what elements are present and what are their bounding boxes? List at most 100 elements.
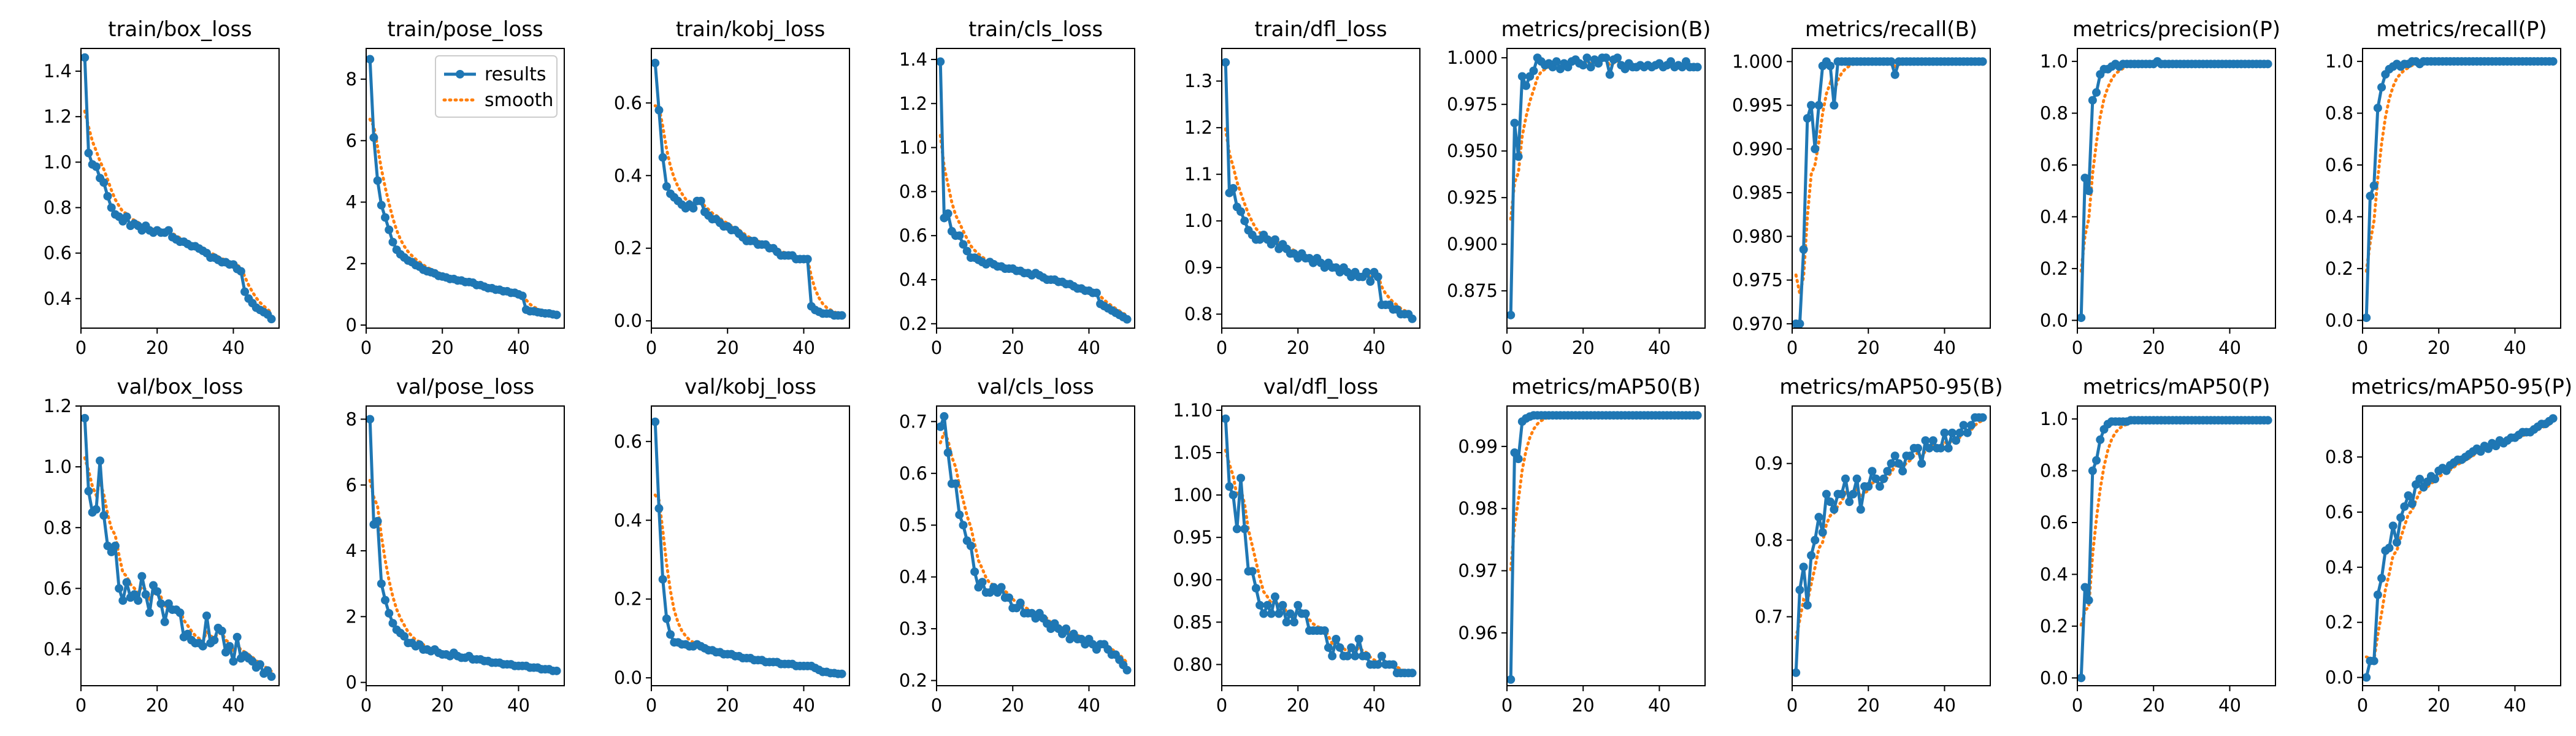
results-point <box>1320 626 1329 635</box>
y-tick-label: 0.95 <box>1173 527 1213 548</box>
results-point <box>240 287 250 296</box>
y-tick-label: 0.975 <box>1732 270 1783 291</box>
y-tick-label: 0.5 <box>899 515 927 535</box>
y-tick-label: 0.985 <box>1732 182 1783 203</box>
x-tick-label: 20 <box>146 695 169 716</box>
panel-metrics-map50-p: metrics/mAP50(P) 0 20 40 0.0 0.2 0.4 0.6 0.8 1.0 <box>2040 375 2276 716</box>
results-point <box>1248 567 1257 576</box>
results-point <box>1818 528 1827 537</box>
results-point <box>153 587 162 596</box>
results-point <box>1290 618 1299 627</box>
x-tick-label: 0 <box>1787 337 1798 358</box>
panel-title: train/cls_loss <box>968 17 1103 42</box>
smooth-line <box>938 429 1129 665</box>
axes-frame <box>651 48 850 329</box>
results-point <box>377 201 386 210</box>
y-tick-label: 2 <box>346 253 357 274</box>
results-point <box>552 666 561 675</box>
results-point <box>1890 70 1899 79</box>
results-point <box>1913 443 1922 453</box>
results-point <box>1389 660 1398 669</box>
results-point <box>99 511 109 520</box>
panel-title: train/kobj_loss <box>676 17 826 42</box>
results-point <box>1506 310 1516 320</box>
x-tick-label: 40 <box>1363 337 1386 358</box>
x-tick-label: 40 <box>2504 337 2526 358</box>
y-tick-label: 1.0 <box>1184 210 1213 231</box>
y-tick-label: 0.970 <box>1732 313 1783 334</box>
results-point <box>1062 624 1071 634</box>
results-line <box>2079 418 2268 678</box>
panel-title: val/cls_loss <box>977 375 1094 399</box>
results-point <box>1362 651 1371 661</box>
y-tick-label: 0.0 <box>2040 667 2068 688</box>
x-tick-label: 0 <box>2072 695 2083 716</box>
panel-metrics-precision-b: metrics/precision(B) 0 20 40 0.875 0.900 0.925… <box>1447 17 1711 358</box>
x-tick-label: 0 <box>361 695 372 716</box>
results-point <box>1122 665 1132 675</box>
panel-title: metrics/mAP50-95(B) <box>1779 375 2003 399</box>
axes-frame <box>936 405 1135 686</box>
y-tick-label: 0.925 <box>1447 187 1498 208</box>
results-point <box>2385 543 2394 553</box>
x-tick-label: 40 <box>792 337 815 358</box>
y-tick-label: 0.0 <box>2325 667 2353 688</box>
results-point <box>1845 497 1854 507</box>
panel-title: metrics/recall(P) <box>2376 17 2547 42</box>
x-tick-label: 20 <box>1572 695 1595 716</box>
x-tick-label: 40 <box>1933 337 1956 358</box>
axes-frame <box>1792 405 1991 686</box>
results-point <box>1408 669 1417 678</box>
x-tick-label: 40 <box>792 695 815 716</box>
y-tick-label: 1.3 <box>1184 71 1213 91</box>
results-point <box>951 479 960 488</box>
results-point <box>1332 635 1341 643</box>
results-point <box>962 247 972 256</box>
results-point <box>2096 435 2105 444</box>
results-point <box>122 578 131 587</box>
x-tick-label: 0 <box>1787 695 1798 716</box>
y-tick-label: 0.2 <box>2040 258 2068 279</box>
results-point <box>400 632 409 641</box>
results-point <box>137 572 147 581</box>
y-tick-label: 0.4 <box>2325 206 2353 227</box>
y-tick-label: 0.4 <box>614 165 642 186</box>
results-point <box>943 209 953 218</box>
y-tick-label: 0.9 <box>1184 257 1213 278</box>
results-point <box>940 412 949 421</box>
results-point <box>2080 174 2090 183</box>
smooth-line <box>368 478 559 672</box>
y-tick-label: 1.10 <box>1173 400 1213 421</box>
results-point <box>997 583 1006 592</box>
y-tick-label: 0.4 <box>2040 206 2068 227</box>
results-point <box>1837 489 1846 499</box>
results-point <box>1347 643 1356 652</box>
x-tick-label: 0 <box>2357 695 2368 716</box>
results-point <box>2077 673 2086 683</box>
results-point <box>115 584 124 593</box>
results-point <box>225 642 234 651</box>
y-tick-label: 2 <box>346 606 357 627</box>
results-point <box>164 226 173 235</box>
results-point <box>160 617 169 626</box>
results-point <box>1529 66 1538 75</box>
x-tick-label: 20 <box>1572 337 1595 358</box>
y-tick-label: 0.2 <box>2325 612 2353 633</box>
y-tick-label: 0.6 <box>899 463 927 484</box>
y-tick-label: 1.0 <box>2040 51 2068 72</box>
smooth-line <box>2079 61 2270 273</box>
results-point <box>1335 643 1344 652</box>
results-point <box>210 635 219 645</box>
results-point <box>1898 467 1907 476</box>
results-point <box>1510 118 1519 128</box>
x-tick-label: 0 <box>646 695 657 716</box>
results-point <box>1947 428 1957 437</box>
results-point <box>2080 583 2090 592</box>
y-tick-label: 0.6 <box>44 578 72 599</box>
results-point <box>837 669 846 678</box>
results-point <box>936 57 945 66</box>
results-point <box>2088 466 2097 475</box>
x-tick-label: 20 <box>716 695 739 716</box>
results-point <box>388 619 397 628</box>
results-point <box>936 422 945 431</box>
